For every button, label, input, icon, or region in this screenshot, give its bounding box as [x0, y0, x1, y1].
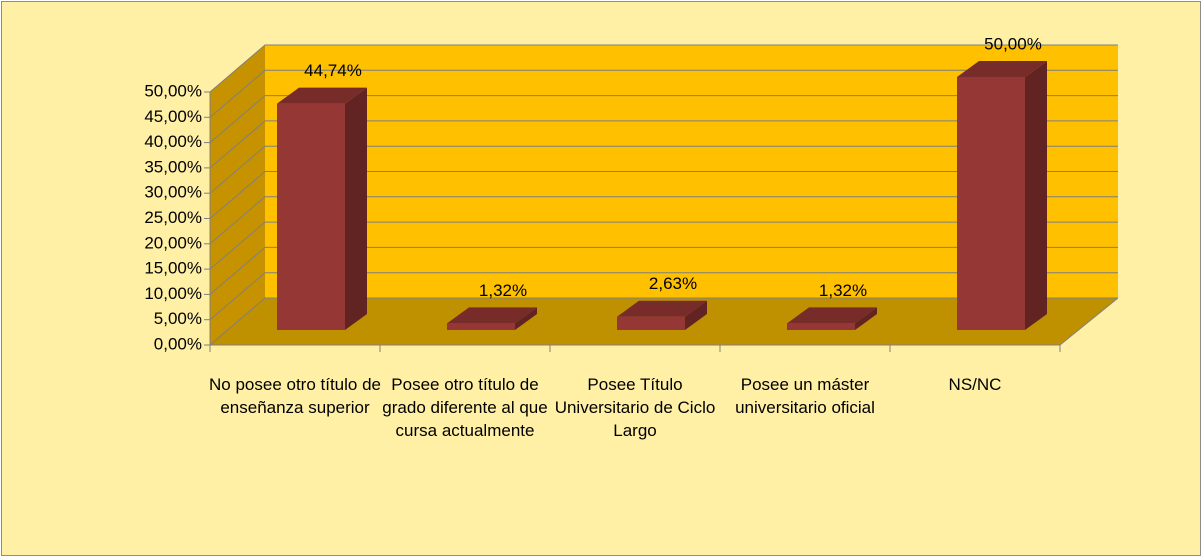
- bar-top: [787, 307, 877, 324]
- grid-line: [209, 171, 1118, 219]
- bar-side: [685, 300, 707, 330]
- x-tick-label: Posee otro título de grado diferente al …: [382, 375, 548, 440]
- bar-top: [957, 61, 1047, 77]
- grid-line: [209, 69, 1118, 118]
- y-tick-label: 35,00%: [144, 157, 202, 176]
- grid-line: [209, 272, 1118, 321]
- floor-edge: [1059, 297, 1119, 346]
- x-tick-label: NS/NC: [948, 375, 1002, 394]
- grid-line: [209, 221, 1118, 270]
- x-tick-label: No posee otro título de enseñanza superi…: [209, 375, 382, 417]
- grid-line: [209, 297, 1118, 346]
- y-tick-label: 0,00%: [154, 334, 202, 353]
- y-tick-label: 20,00%: [144, 233, 202, 252]
- bar: [957, 77, 1025, 330]
- grid-line: [209, 120, 1118, 169]
- bar-top: [617, 300, 707, 317]
- bar: [787, 323, 855, 330]
- bar-side: [515, 307, 537, 330]
- x-tick-label: Posee Título Universitario de Ciclo Larg…: [554, 375, 716, 440]
- y-tick-label: 30,00%: [144, 183, 202, 202]
- value-label: 44,74%: [304, 61, 362, 80]
- bar-side: [345, 87, 367, 330]
- bar-side: [1025, 61, 1047, 330]
- y-tick-label: 10,00%: [144, 284, 202, 303]
- x-tick-label: Posee un máster universitario oficial: [735, 375, 875, 417]
- grid-line: [209, 246, 1118, 295]
- value-label: 1,32%: [479, 281, 527, 300]
- bar: [277, 103, 345, 330]
- bar-top: [447, 307, 537, 324]
- grid-line: [209, 145, 1118, 194]
- bar-top: [277, 87, 367, 104]
- bar-side: [855, 307, 877, 330]
- y-tick-label: 15,00%: [144, 259, 202, 278]
- value-label: 50,00%: [984, 34, 1042, 53]
- y-tick-label: 50,00%: [144, 81, 202, 100]
- grid-line: [209, 95, 1118, 143]
- value-label: 1,32%: [819, 281, 867, 300]
- bar: [617, 316, 685, 330]
- y-tick-label: 40,00%: [144, 132, 202, 151]
- y-tick-label: 45,00%: [144, 107, 202, 126]
- bar: [447, 323, 515, 330]
- grid-line: [209, 196, 1118, 245]
- y-tick-label: 25,00%: [144, 208, 202, 227]
- y-tick-label: 5,00%: [154, 309, 202, 328]
- value-label: 2,63%: [649, 274, 697, 293]
- grid-line: [209, 44, 1118, 93]
